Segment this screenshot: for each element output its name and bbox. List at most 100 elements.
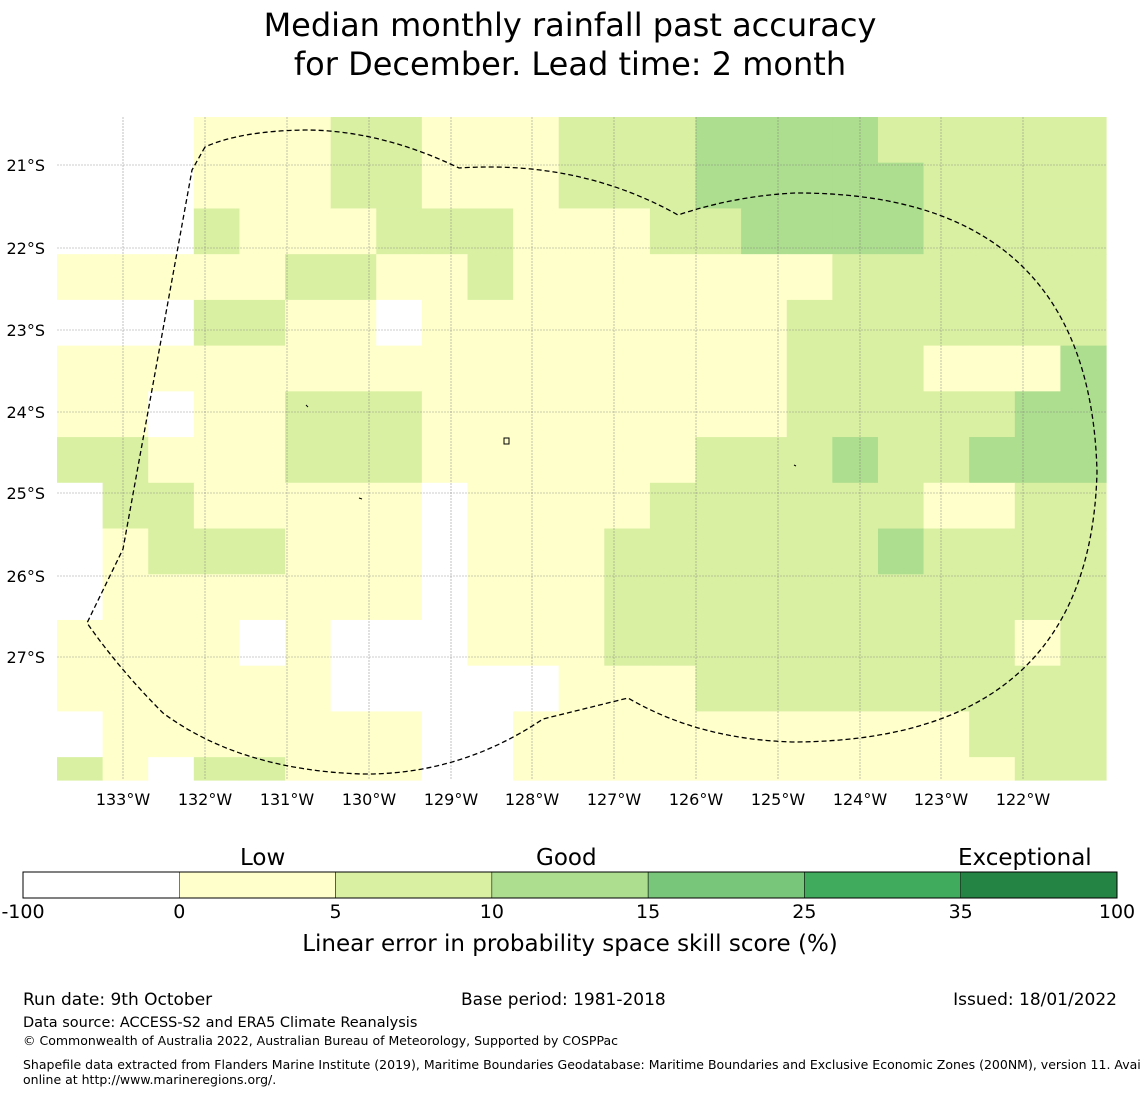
skill-cell (741, 299, 788, 347)
longitude-label: 133°W (96, 790, 151, 809)
skill-cell (467, 345, 514, 392)
skill-cell (558, 345, 605, 392)
skill-cell (695, 619, 742, 667)
skill-cell (832, 619, 879, 667)
skill-cell (513, 757, 560, 781)
skill-cell (239, 757, 286, 781)
skill-cell (148, 528, 195, 575)
skill-cell (1014, 528, 1061, 575)
island-mark (358, 497, 363, 500)
skill-cell (877, 711, 925, 758)
skill-cell (193, 345, 241, 392)
category-exceptional: Exceptional (958, 845, 1092, 871)
skill-cell (513, 482, 560, 530)
skill-cell (57, 482, 104, 530)
skill-cell (649, 208, 697, 255)
skill-cell (877, 254, 925, 301)
latitude-label: 25°S (6, 484, 45, 503)
skill-cell (604, 665, 651, 713)
longitude-label: 131°W (260, 790, 315, 809)
skill-cell (877, 391, 925, 438)
skill-cell (421, 208, 469, 255)
skill-cell (695, 437, 742, 484)
skill-cell (695, 299, 742, 347)
skill-cell (102, 208, 149, 255)
skill-cell (1014, 162, 1061, 210)
skill-cell (102, 391, 149, 438)
skill-cell (969, 162, 1016, 210)
skill-cell (649, 299, 697, 347)
skill-cell (239, 711, 286, 758)
longitude-label: 124°W (833, 790, 888, 809)
skill-cell (467, 665, 514, 713)
skill-cell (376, 619, 423, 667)
colorbar-bin (335, 871, 493, 899)
skill-cell (1014, 711, 1061, 758)
skill-cell (513, 208, 560, 255)
skill-cell (330, 528, 377, 575)
shapefile-credit-line-2: online at http://www.marineregions.org/. (23, 1072, 277, 1087)
skill-cell (558, 162, 605, 210)
skill-cell (421, 254, 469, 301)
skill-cell (1060, 574, 1107, 621)
map-panel: 21°S 22°S 23°S 24°S 25°S 26°S 27°S 133°W 132°W 1… (0, 100, 1140, 830)
skill-cell (695, 208, 742, 255)
skill-cell (102, 437, 149, 484)
skill-cell (1014, 665, 1061, 713)
skill-cell (741, 208, 788, 255)
island-marks (305, 404, 797, 500)
category-good: Good (536, 845, 597, 871)
skill-cell (102, 574, 149, 621)
skill-cell (285, 299, 332, 347)
skill-cell (832, 117, 879, 164)
skill-cell (57, 665, 104, 713)
skill-cell (604, 117, 651, 164)
skill-cell (330, 757, 377, 781)
skill-cell (832, 345, 879, 392)
skill-cell (741, 482, 788, 530)
skill-cell (877, 208, 925, 255)
colorbar-bin (22, 871, 180, 899)
skill-cell (57, 391, 104, 438)
skill-cell (832, 162, 879, 210)
skill-cell (649, 665, 697, 713)
skill-cell (376, 482, 423, 530)
skill-cell (467, 757, 514, 781)
colorbar-tick-label: -100 (1, 901, 45, 923)
skill-cell (877, 437, 925, 484)
skill-cell (604, 299, 651, 347)
skill-cell (695, 117, 742, 164)
copyright: © Commonwealth of Australia 2022, Austra… (23, 1033, 618, 1048)
skill-cell (558, 619, 605, 667)
skill-cell (57, 208, 104, 255)
skill-cell (421, 345, 469, 392)
skill-cell (786, 528, 833, 575)
skill-cell (239, 391, 286, 438)
skill-cell (376, 528, 423, 575)
skill-cell (193, 391, 241, 438)
skill-cell (558, 117, 605, 164)
skill-cell (513, 117, 560, 164)
skill-map: 21°S22°S23°S24°S25°S26°S27°S 133°W 132°W 1… (6, 117, 1107, 809)
skill-cell (604, 757, 651, 781)
skill-cell (969, 208, 1016, 255)
skill-cell (467, 117, 514, 164)
skill-cell (877, 665, 925, 713)
skill-cell (285, 711, 332, 758)
skill-cell (330, 391, 377, 438)
skill-cell (786, 299, 833, 347)
eez-boundary (86, 129, 1098, 775)
map-title: Median monthly rainfall past accuracy fo… (0, 6, 1140, 84)
skill-cell (193, 482, 241, 530)
skill-cell (604, 254, 651, 301)
skill-cell (330, 711, 377, 758)
skill-cell (102, 117, 149, 164)
skill-cell (193, 208, 241, 255)
skill-cell (695, 162, 742, 210)
skill-cell (376, 254, 423, 301)
longitude-label: 123°W (914, 790, 969, 809)
skill-cell (969, 345, 1016, 392)
longitude-label: 127°W (587, 790, 642, 809)
longitude-label: 129°W (424, 790, 479, 809)
skill-cell (193, 665, 241, 713)
